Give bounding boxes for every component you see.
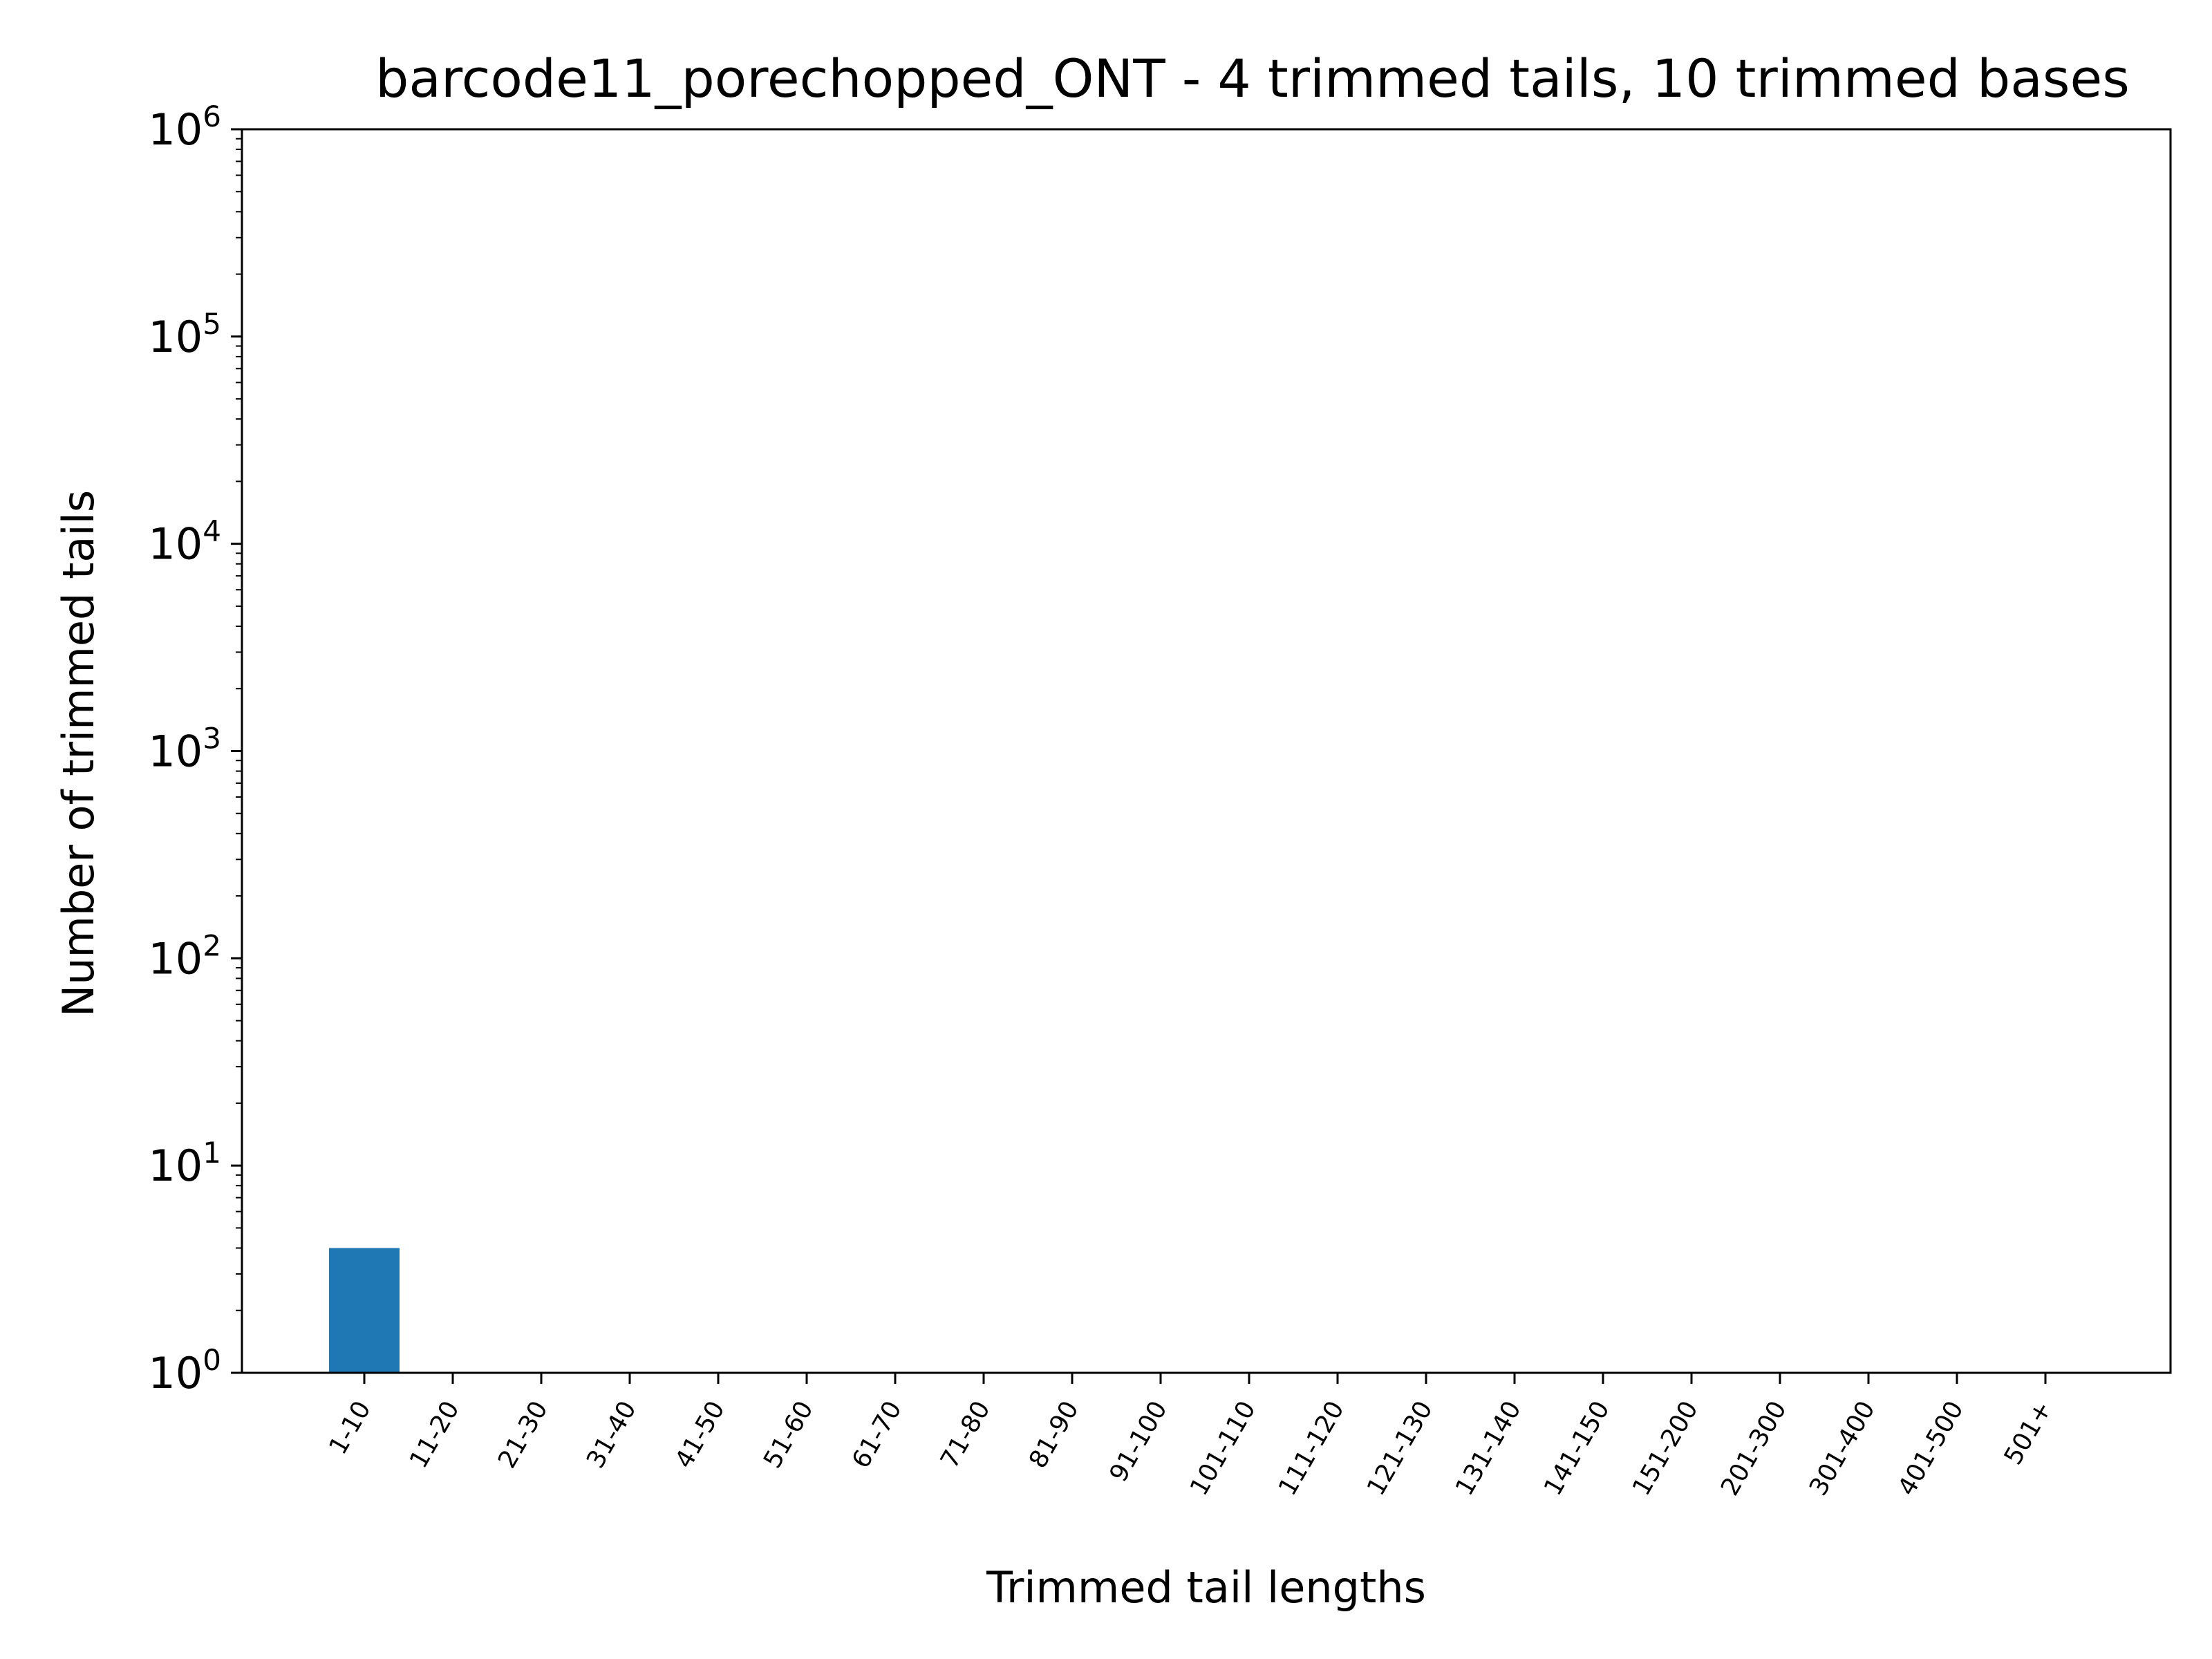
chart-title: barcode11_porechopped_ONT - 4 trimmed ta… xyxy=(375,48,2130,109)
plot-area-frame xyxy=(241,128,2172,1374)
y-tick-label: 100 xyxy=(148,1343,221,1398)
bar-1-10 xyxy=(329,1248,400,1373)
y-tick-label: 103 xyxy=(148,722,221,777)
y-tick-label: 101 xyxy=(148,1136,221,1191)
y-tick-label: 104 xyxy=(148,514,221,570)
y-axis-label: Number of trimmed tails xyxy=(53,490,104,1017)
bars-group xyxy=(329,1248,400,1373)
y-tick-label: 106 xyxy=(148,100,221,155)
y-tick-label: 105 xyxy=(148,307,221,362)
y-axis: 100 101 102 103 104 105 106 xyxy=(148,100,242,1398)
x-axis-label: Trimmed tail lengths xyxy=(986,1562,1426,1613)
y-tick-label: 102 xyxy=(148,928,221,984)
